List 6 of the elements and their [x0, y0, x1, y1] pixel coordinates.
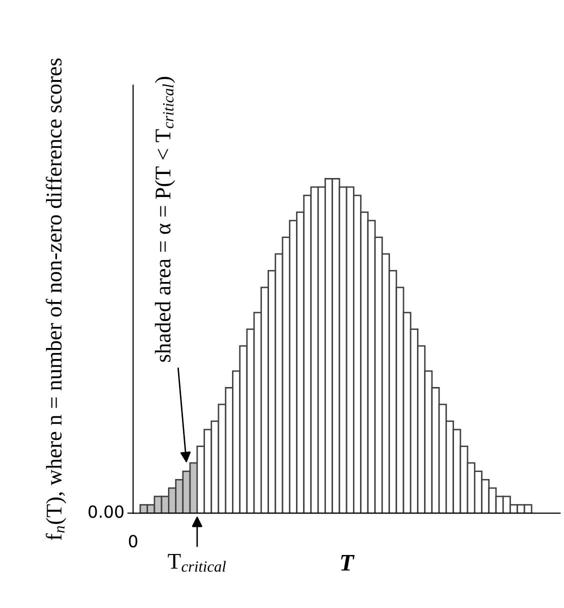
y-axis-title: f$_{n}$(T), where n = number of non-zero difference scores — [46, 58, 66, 540]
text: T$_{critical}$ — [168, 554, 226, 572]
text: 0.00 — [88, 505, 124, 518]
text: 0 — [128, 534, 138, 548]
annotation: shaded area = α = P(T < T$_{critical}$) — [154, 76, 176, 362]
x-axis-title: T — [341, 555, 355, 571]
